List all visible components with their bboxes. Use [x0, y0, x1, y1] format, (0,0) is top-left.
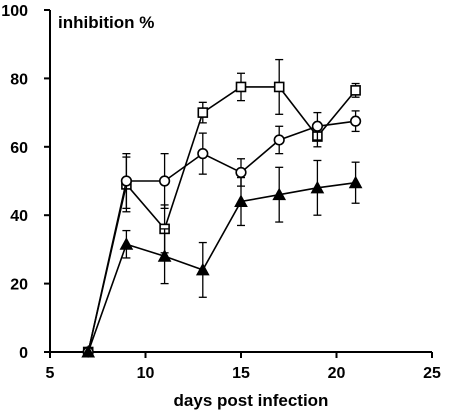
- data-point: [348, 175, 363, 189]
- data-point: [119, 237, 134, 250]
- data-point: [197, 107, 209, 118]
- y-tick-label: 80: [10, 71, 28, 88]
- y-tick-label: 40: [10, 208, 28, 225]
- data-point: [235, 81, 247, 93]
- data-point: [235, 166, 247, 179]
- x-axis-title: days post infection: [174, 391, 329, 410]
- x-tick-label: 25: [423, 365, 441, 382]
- data-point: [81, 344, 96, 358]
- data-point: [197, 148, 209, 160]
- data-point: [234, 194, 248, 208]
- data-point: [273, 81, 285, 93]
- x-tick-label: 20: [328, 365, 346, 382]
- y-axis-title: inhibition %: [58, 13, 154, 32]
- series-layer: [81, 58, 363, 358]
- data-point: [120, 175, 132, 187]
- y-tick-label: 20: [10, 277, 28, 294]
- y-tick-label: 60: [10, 140, 28, 157]
- series-open-circle: [82, 110, 362, 358]
- x-tick-label: 15: [232, 365, 250, 382]
- data-point: [272, 187, 287, 201]
- x-tick-label: 5: [46, 365, 55, 382]
- y-tick-label: 0: [19, 345, 28, 362]
- data-point: [273, 134, 285, 146]
- y-tick-label: 100: [1, 3, 28, 20]
- data-point: [159, 175, 171, 187]
- data-point: [311, 120, 324, 132]
- data-point: [310, 180, 325, 194]
- series-line: [87, 181, 356, 353]
- series-filled-triangle: [81, 159, 363, 358]
- x-tick-label: 10: [137, 365, 155, 382]
- series-line: [87, 120, 356, 353]
- data-point: [195, 262, 210, 276]
- data-point: [350, 115, 362, 127]
- data-point: [157, 249, 172, 262]
- ticks: 5 10 15 20 25 0 20 40 60 80 100: [1, 3, 441, 382]
- data-point: [350, 85, 361, 96]
